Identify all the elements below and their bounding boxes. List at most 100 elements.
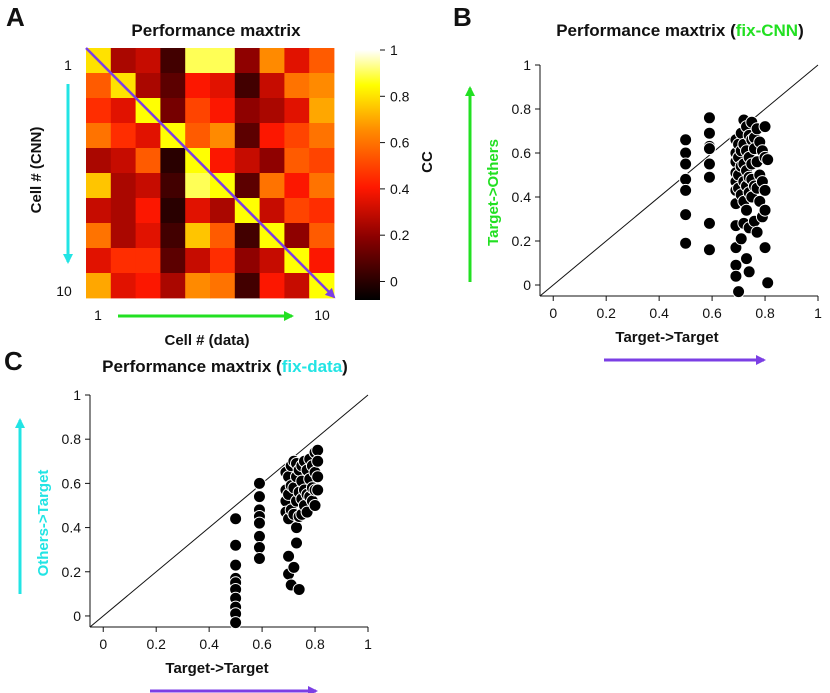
heatmap-cell xyxy=(234,73,260,99)
colorbar xyxy=(355,50,380,300)
x-tick-label: 0.2 xyxy=(596,305,616,321)
scatter-point xyxy=(229,558,243,572)
heatmap-grid xyxy=(86,48,335,299)
scatter-point xyxy=(287,560,301,574)
heatmap-cell xyxy=(259,173,285,199)
heatmap-cell xyxy=(185,273,211,299)
y-tick-label: 0.6 xyxy=(62,475,82,491)
scatter-point xyxy=(252,490,266,504)
heatmap-cell xyxy=(86,273,112,299)
x-tick-label: 0.2 xyxy=(146,636,166,652)
heatmap-cell xyxy=(309,173,335,199)
heatmap-cell xyxy=(309,248,335,274)
scatter-point xyxy=(311,470,325,484)
heatmap-cell xyxy=(110,173,136,199)
scatter-point xyxy=(729,258,743,272)
heatmap-cell xyxy=(110,273,136,299)
scatter-point xyxy=(761,153,775,167)
heatmap-cell xyxy=(135,123,161,149)
heatmap-cell xyxy=(210,73,236,99)
heatmap-cell xyxy=(185,48,211,74)
heatmap-cell xyxy=(160,223,186,249)
heatmap-cell xyxy=(210,48,236,74)
heatmap-cell xyxy=(234,123,260,149)
scatter-point xyxy=(740,252,754,266)
x-tick-label: 10 xyxy=(314,307,330,323)
scatter-point xyxy=(229,512,243,526)
scatter-point xyxy=(702,216,716,230)
heatmap-title: Performance maxtrix xyxy=(131,21,301,40)
scatter-point xyxy=(702,111,716,125)
heatmap-cell xyxy=(86,73,112,99)
scatter-c-title: Performance maxtrix (fix-data) xyxy=(102,357,348,376)
heatmap-cell xyxy=(309,223,335,249)
heatmap-cell xyxy=(86,248,112,274)
heatmap-cell xyxy=(110,223,136,249)
heatmap-cell xyxy=(284,198,310,224)
heatmap-cell xyxy=(210,198,236,224)
y-tick-label: 1 xyxy=(73,387,81,403)
y-axis-label: Target->Others xyxy=(485,139,502,246)
x-tick-label: 0.6 xyxy=(252,636,272,652)
y-tick-label: 0.4 xyxy=(512,189,532,205)
scatter-point xyxy=(679,157,693,171)
heatmap-cell xyxy=(135,48,161,74)
scatter-point xyxy=(308,498,322,512)
scatter-point xyxy=(702,126,716,140)
y-tick-label: 1 xyxy=(64,57,72,73)
heatmap-cell xyxy=(259,273,285,299)
heatmap-cell xyxy=(160,248,186,274)
colorbar-tick-label: 0.8 xyxy=(390,88,410,104)
colorbar-tick-label: 0.2 xyxy=(390,227,410,243)
scatter-c-plot: 0 0.2 0.4 0.6 0.8 1 0 0.2 0.4 0.6 0.8 1 Target->Targ… xyxy=(15,387,372,693)
heatmap-cell xyxy=(86,98,112,124)
heatmap-cell xyxy=(309,148,335,174)
x-tick-label: 1 xyxy=(94,307,102,323)
heatmap-cell xyxy=(185,123,211,149)
scatter-point xyxy=(679,133,693,147)
colorbar-ticks: 0 0.2 0.4 0.6 0.8 1 xyxy=(380,42,410,289)
y-axis-label: Others->Target xyxy=(35,470,52,577)
heatmap-cell xyxy=(160,148,186,174)
scatter-point xyxy=(252,516,266,530)
heatmap-cell xyxy=(135,248,161,274)
heatmap-cell xyxy=(309,198,335,224)
panel-letter-b: B xyxy=(453,2,472,32)
scatter-point xyxy=(758,241,772,255)
heatmap-cell xyxy=(110,48,136,74)
y-tick-label: 0.4 xyxy=(62,520,82,536)
scatter-point xyxy=(290,521,304,535)
heatmap-cell xyxy=(135,173,161,199)
panel-letter-a: A xyxy=(6,2,25,32)
scatter-point xyxy=(740,203,754,217)
heatmap-cell xyxy=(259,123,285,149)
heatmap-cell xyxy=(185,223,211,249)
y-tick-label: 0.2 xyxy=(62,564,82,580)
heatmap-cell xyxy=(86,148,112,174)
x-axis-label: Target->Target xyxy=(615,329,718,346)
heatmap-cell xyxy=(160,48,186,74)
heatmap-cell xyxy=(284,148,310,174)
colorbar-tick-label: 0.4 xyxy=(390,181,410,197)
scatter-point xyxy=(290,536,304,550)
scatter-point xyxy=(732,285,746,299)
scatter-point xyxy=(679,172,693,186)
scatter-point xyxy=(311,483,325,497)
heatmap-cell xyxy=(185,198,211,224)
heatmap-cell xyxy=(234,273,260,299)
heatmap-cell xyxy=(135,223,161,249)
heatmap-cell xyxy=(185,73,211,99)
heatmap-cell xyxy=(234,173,260,199)
heatmap-cell xyxy=(210,273,236,299)
scatter-point xyxy=(702,243,716,257)
heatmap-cell xyxy=(259,48,285,74)
y-tick-label: 0 xyxy=(523,277,531,293)
heatmap-cell xyxy=(210,223,236,249)
heatmap-cell xyxy=(210,98,236,124)
heatmap-cell xyxy=(86,223,112,249)
y-tick-label: 0.2 xyxy=(512,233,532,249)
scatter-point xyxy=(229,538,243,552)
scatter-point xyxy=(702,157,716,171)
identity-line xyxy=(89,394,369,628)
heatmap-cell xyxy=(160,98,186,124)
